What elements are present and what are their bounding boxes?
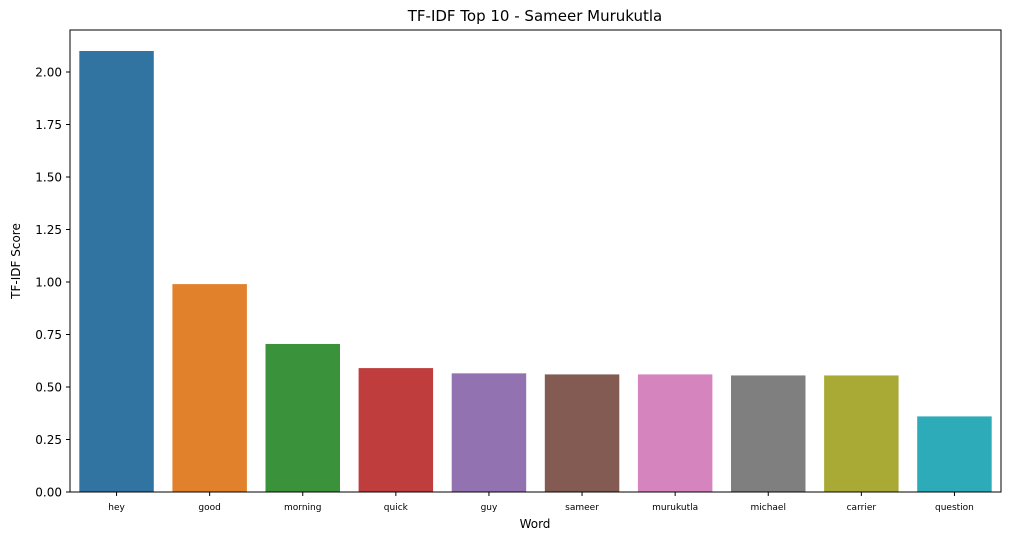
bar-carrier <box>824 375 899 492</box>
bar-question <box>917 416 992 492</box>
y-tick-label: 0.00 <box>35 486 62 500</box>
bar-michael <box>731 375 806 492</box>
bar-hey <box>79 51 154 492</box>
y-axis: 0.00 0.25 0.50 0.75 1.00 1.25 1.50 1.75 2.00 <box>35 66 70 500</box>
bar-murukutla <box>637 374 713 492</box>
bar-good <box>172 284 247 492</box>
y-tick-label: 2.00 <box>35 66 62 80</box>
x-tick-label: good <box>198 503 220 513</box>
bar-morning <box>265 343 340 492</box>
x-tick-label: question <box>935 503 974 513</box>
bars-layer <box>79 51 992 492</box>
x-tick-label: sameer <box>565 503 599 513</box>
x-tick-label: carrier <box>847 503 877 513</box>
y-tick-label: 1.50 <box>35 171 62 185</box>
y-axis-label: TF-IDF Score <box>9 223 23 300</box>
chart-title: TF-IDF Top 10 - Sameer Murukutla <box>407 7 663 25</box>
bar-quick <box>358 368 434 492</box>
y-tick-label: 1.75 <box>35 118 62 132</box>
x-tick-label: murukutla <box>652 503 698 513</box>
plot-frame <box>69 29 1002 493</box>
x-tick-label: quick <box>384 503 409 513</box>
x-axis: hey good morning quick guy sameer murukutla mic… <box>108 492 974 513</box>
y-tick-label: 1.00 <box>35 276 62 290</box>
y-tick-label: 1.25 <box>35 223 62 237</box>
x-tick-label: morning <box>284 503 321 513</box>
y-tick-label: 0.75 <box>35 328 62 342</box>
x-tick-label: michael <box>751 503 786 513</box>
x-tick-label: guy <box>481 503 498 513</box>
bar-sameer <box>544 374 620 492</box>
x-tick-label: hey <box>108 503 125 513</box>
y-tick-label: 0.50 <box>35 381 62 395</box>
bar-guy <box>451 373 527 492</box>
y-tick-label: 0.25 <box>35 433 62 447</box>
x-axis-label: Word <box>520 517 551 531</box>
